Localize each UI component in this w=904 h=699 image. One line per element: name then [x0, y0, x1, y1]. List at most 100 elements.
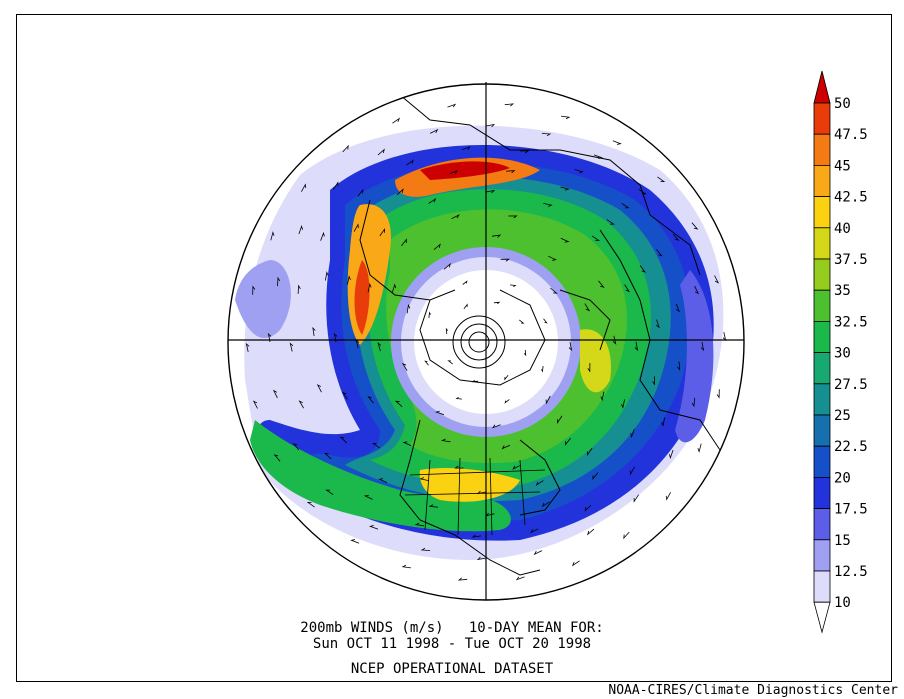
wind-vector — [541, 501, 550, 508]
wind-vector — [434, 410, 445, 416]
wind-vector — [401, 564, 411, 569]
wind-vector — [630, 428, 635, 438]
colorbar-label: 20 — [834, 470, 851, 486]
wind-vector — [697, 443, 702, 453]
wind-vector — [273, 454, 281, 462]
wind-vector — [476, 490, 487, 495]
wind-vector — [378, 478, 388, 483]
wind-vector — [301, 183, 307, 192]
wind-vector — [297, 284, 301, 294]
wind-vector — [320, 231, 325, 241]
colorbar-label: 45 — [834, 158, 851, 174]
colorbar-swatch — [813, 383, 831, 416]
wind-vector — [629, 466, 635, 476]
wind-vector — [401, 238, 407, 247]
wind-vector — [624, 284, 631, 293]
wind-vector — [306, 502, 315, 508]
wind-vector — [463, 303, 468, 309]
wind-vector — [691, 222, 699, 230]
wind-vector — [638, 188, 647, 195]
wind-vector — [485, 189, 496, 194]
colorbar-label: 22.5 — [834, 439, 868, 455]
wind-vector — [508, 215, 518, 219]
wind-vector — [672, 233, 680, 241]
wind-vector — [333, 332, 338, 343]
wind-vector — [443, 262, 451, 270]
wind-vector — [471, 379, 479, 383]
caption-dates: Sun OCT 11 1998 - Tue OCT 20 1998 — [312, 636, 592, 652]
wind-vector — [500, 258, 510, 262]
wind-vector — [298, 400, 304, 409]
wind-vector — [252, 285, 256, 295]
wind-vector — [377, 342, 382, 352]
wind-vector — [560, 237, 570, 243]
wind-vector — [367, 282, 372, 293]
wind-vector — [492, 234, 502, 238]
wind-vector — [428, 504, 439, 508]
wind-vector — [530, 528, 539, 534]
wind-vector — [550, 287, 558, 294]
colorbar-label: 32.5 — [834, 314, 868, 330]
colorbar-label: 40 — [834, 221, 851, 237]
wind-vector — [392, 117, 401, 124]
colorbar-swatch — [813, 258, 831, 291]
colorbar-label: 47.5 — [834, 127, 868, 143]
wind-vector — [543, 318, 548, 324]
wind-vector — [571, 560, 580, 567]
colorbar-swatch — [813, 196, 831, 229]
wind-vector — [445, 327, 449, 335]
wind-vector — [606, 219, 615, 225]
wind-vector — [396, 188, 404, 196]
wind-vector — [289, 342, 294, 352]
wind-vector — [485, 123, 496, 128]
wind-vector — [471, 534, 482, 538]
colorbar-swatch — [813, 133, 831, 166]
wind-vector — [716, 389, 720, 399]
wind-vector — [691, 397, 695, 408]
wind-vector — [419, 477, 429, 481]
wind-vector — [557, 415, 563, 424]
pole-rings — [452, 315, 506, 369]
wind-vector — [401, 362, 408, 371]
wind-vector — [587, 363, 591, 373]
wind-vector — [457, 577, 468, 581]
plot-frame — [16, 14, 892, 682]
wind-vectors — [245, 103, 727, 581]
wind-vector — [621, 202, 630, 209]
wind-vector — [548, 255, 557, 261]
wind-vector — [598, 280, 605, 288]
wind-vector — [523, 349, 527, 357]
wind-speed-field — [228, 84, 744, 600]
wind-vector — [324, 452, 332, 460]
wind-vector — [519, 150, 530, 154]
wind-vector — [325, 489, 334, 496]
colorbar-label: 30 — [834, 346, 851, 362]
colorbar-swatch — [813, 164, 831, 197]
wind-vector — [677, 361, 681, 371]
wind-vector — [612, 335, 617, 345]
wind-vector — [665, 492, 671, 501]
wind-vector — [565, 437, 571, 446]
wind-vector — [454, 465, 464, 469]
wind-vector — [428, 197, 437, 204]
wind-vector — [298, 224, 303, 235]
wind-vector — [449, 169, 459, 175]
wind-vector — [451, 214, 460, 220]
wind-vector — [350, 539, 360, 544]
colorbar-bottom-arrow — [813, 601, 831, 634]
wind-vector — [316, 384, 322, 393]
wind-vector — [312, 326, 316, 337]
wind-vector — [510, 284, 517, 287]
wind-vector — [600, 391, 605, 402]
wind-vector — [592, 472, 599, 481]
wind-vector — [656, 249, 663, 257]
colorbar-swatch — [813, 70, 831, 104]
wind-vector — [621, 399, 625, 409]
wind-vector — [440, 438, 451, 443]
caption-title: 200mb WINDS (m/s) 10-DAY MEAN FOR: — [300, 620, 604, 636]
wind-vector — [568, 341, 573, 352]
wind-vector — [700, 341, 705, 352]
wind-vector — [368, 525, 379, 530]
wind-vector — [371, 443, 381, 449]
